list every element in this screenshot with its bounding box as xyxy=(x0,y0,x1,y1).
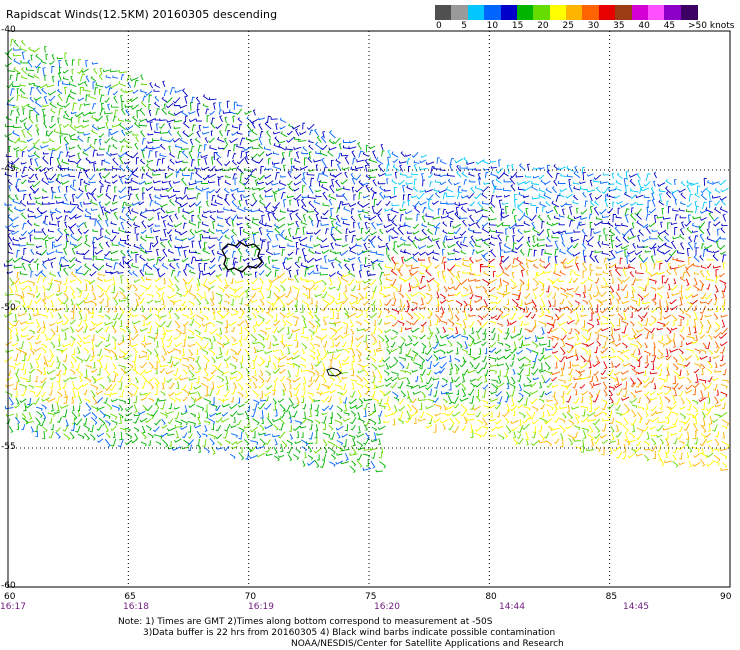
time-label: 16:18 xyxy=(123,602,149,612)
colorbar-tick-label: 30 xyxy=(587,21,600,31)
wind-barb-group xyxy=(4,257,730,468)
time-label: 16:19 xyxy=(248,602,274,612)
wind-barb-group xyxy=(4,39,726,474)
colorbar-tick-label: 10 xyxy=(486,21,499,31)
colorbar-swatch xyxy=(647,5,665,20)
time-label: 16:20 xyxy=(374,602,400,612)
longitude-label: 85 xyxy=(605,592,618,602)
colorbar-swatch xyxy=(516,5,534,20)
kerguelen-island-outline xyxy=(221,241,263,273)
map-frame xyxy=(7,30,731,588)
wind-barb-group xyxy=(5,256,730,471)
colorbar-tick-label: 20 xyxy=(537,21,549,31)
time-label: 14:45 xyxy=(623,602,649,612)
note-line-3: NOAA/NESDIS/Center for Satellite Applica… xyxy=(291,639,564,649)
colorbar-tick-label: 35 xyxy=(613,21,625,31)
longitude-label: 80 xyxy=(485,592,497,602)
lat-lon-grid xyxy=(8,31,730,587)
wind-speed-colorbar xyxy=(435,5,698,20)
time-label: 16:17 xyxy=(0,602,26,612)
note-line-1: Note: 1) Times are GMT 2)Times along bot… xyxy=(118,617,493,627)
longitude-label: 65 xyxy=(124,592,136,602)
longitude-label: 90 xyxy=(720,592,732,602)
wind-barb-group xyxy=(384,256,728,404)
colorbar-tick-label: 25 xyxy=(562,21,574,31)
latitude-label: -60 xyxy=(1,581,16,591)
latitude-label: -50 xyxy=(1,303,16,313)
colorbar-swatch xyxy=(549,5,567,20)
heard-island-outline xyxy=(326,367,342,377)
colorbar-swatch xyxy=(631,5,649,20)
colorbar-swatch xyxy=(566,5,583,20)
longitude-label: 60 xyxy=(4,592,16,602)
colorbar-swatch xyxy=(664,5,682,20)
colorbar-swatch xyxy=(467,5,485,20)
colorbar-swatch xyxy=(435,5,452,20)
colorbar-swatch xyxy=(484,5,502,20)
latitude-label: -40 xyxy=(1,25,16,35)
wind-barb-group xyxy=(390,256,728,404)
island-outlines xyxy=(221,241,342,377)
latitude-label: -45 xyxy=(1,164,16,174)
colorbar-tick-label: 5 xyxy=(461,21,468,31)
colorbar-swatch xyxy=(451,5,469,20)
map-title: Rapidscat Winds(12.5KM) 20160305 descend… xyxy=(6,8,278,21)
wind-barb-group xyxy=(3,38,728,468)
colorbar-swatch xyxy=(598,5,616,20)
time-label: 14:44 xyxy=(499,602,525,612)
colorbar-tick-label: 15 xyxy=(511,21,524,31)
colorbar-swatch xyxy=(615,5,633,20)
wind-barb-group xyxy=(4,47,727,471)
colorbar-swatch xyxy=(680,5,698,20)
colorbar-swatch xyxy=(533,5,551,20)
wind-barb-group xyxy=(3,80,728,279)
wind-barbs xyxy=(3,38,730,474)
colorbar-tick-label: 0 xyxy=(436,21,442,31)
longitude-label: 70 xyxy=(244,592,257,602)
colorbar-max-label: >50 knots xyxy=(688,21,735,31)
note-line-2: 3)Data buffer is 22 hrs from 20160305 4)… xyxy=(143,628,556,638)
colorbar-tick-label: 40 xyxy=(638,21,650,31)
colorbar-swatch xyxy=(582,5,600,20)
latitude-label: -55 xyxy=(1,442,16,452)
colorbar-tick-label: 45 xyxy=(663,21,676,31)
wind-barb-group xyxy=(384,149,729,214)
longitude-label: 75 xyxy=(365,592,377,602)
colorbar-swatch xyxy=(500,5,518,20)
